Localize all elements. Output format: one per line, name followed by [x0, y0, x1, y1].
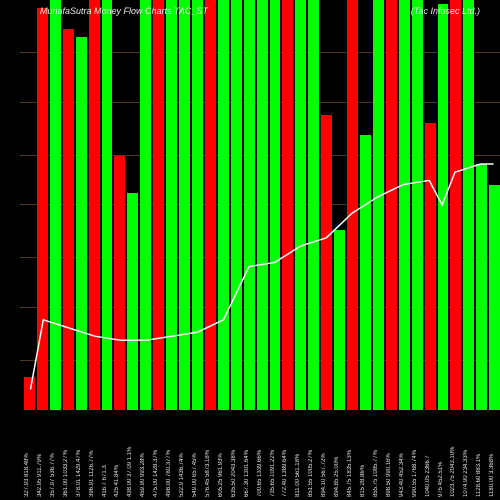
x-label: 438.00 37.09 1.1% — [127, 412, 138, 497]
x-label: 342.95 911.79% — [37, 412, 48, 497]
bar — [153, 0, 164, 410]
bar — [270, 0, 281, 410]
x-label: 522.9 1436.74% — [179, 412, 190, 497]
bar — [102, 0, 113, 410]
bar-container — [20, 0, 500, 410]
bar — [166, 0, 177, 410]
bar — [476, 164, 487, 410]
x-label: 894.85 25.00% — [334, 412, 345, 497]
bar — [308, 0, 319, 410]
bar — [360, 135, 371, 410]
x-label: 327.93 818.48% — [24, 412, 35, 497]
x-label: 815 28.86% — [360, 412, 371, 497]
bar — [127, 193, 138, 410]
bar — [450, 0, 461, 410]
bar — [114, 156, 125, 410]
bar — [425, 123, 436, 410]
bar — [489, 185, 500, 411]
x-label: 396.91 1126.77% — [89, 412, 100, 497]
bar — [373, 0, 384, 410]
title-right: (Tac Infosec Ltd.) — [411, 6, 480, 16]
bar — [244, 0, 255, 410]
bar — [140, 0, 151, 410]
title-left: MunafaSutra Money Flow Charts TAC_ST — [40, 6, 208, 16]
bar — [179, 0, 190, 410]
x-label: 811.00 561.18% — [295, 412, 306, 497]
x-label: 1040.05 2366.7 — [425, 412, 436, 497]
x-label: 735.65 1091.22% — [270, 412, 281, 497]
bar — [218, 0, 229, 410]
bar — [438, 4, 449, 410]
bar — [192, 0, 203, 410]
x-label: 855.75 1085.77% — [373, 412, 384, 497]
x-label: 605.25 961.93% — [218, 412, 229, 497]
bar — [205, 0, 216, 410]
x-label: 361.00 1033.27% — [63, 412, 74, 497]
x-label: 416.7 671.3 — [102, 412, 113, 497]
x-label: 475.00 1428.37% — [153, 412, 164, 497]
chart-title: MunafaSutra Money Flow Charts TAC_ST (Ta… — [0, 6, 500, 16]
bar — [463, 0, 474, 410]
x-label: 498.00 780.377% — [166, 412, 177, 497]
x-label: 549.00 657.45% — [192, 412, 203, 497]
bar — [257, 0, 268, 410]
bar — [37, 8, 48, 410]
bar — [63, 29, 74, 410]
x-label: 576.45 5873.18% — [205, 412, 216, 497]
x-label: 425 41.84% — [114, 412, 125, 497]
bar — [282, 0, 293, 410]
x-label: 894.10 567.72% — [321, 412, 332, 497]
bar — [386, 0, 397, 410]
x-label: 1023.75 2043.10% — [450, 412, 461, 497]
x-axis-labels: 327.93 818.48%342.95 911.79%357.97 536.7… — [24, 412, 500, 497]
bar — [334, 230, 345, 410]
x-label: 772.40 1389.64% — [282, 412, 293, 497]
x-label: 1074.90 234.33% — [463, 412, 474, 497]
bar — [412, 0, 423, 410]
x-label: 990.55 1768.74% — [412, 412, 423, 497]
x-label: 667.30 1301.64% — [244, 412, 255, 497]
x-label: 635.50 2043.38% — [231, 412, 242, 497]
x-label: 898.50 990.16% — [386, 412, 397, 497]
x-label: 378.01 1429.47% — [76, 412, 87, 497]
x-label: 1128.60 883.1% — [476, 412, 487, 497]
x-label: 700.65 1339.66% — [257, 412, 268, 497]
bar — [76, 37, 87, 410]
bar — [231, 0, 242, 410]
x-label: 357.97 536.77% — [50, 412, 61, 497]
bar — [89, 0, 100, 410]
x-label: 975 452.51% — [438, 412, 449, 497]
x-label: 851.55 1005.27% — [308, 412, 319, 497]
bar — [399, 0, 410, 410]
x-label: 845.75 1835.13% — [347, 412, 358, 497]
bar — [24, 377, 35, 410]
bar — [321, 115, 332, 410]
bar — [295, 0, 306, 410]
x-label: 943.40 452.34% — [399, 412, 410, 497]
chart-area — [20, 0, 500, 410]
x-label: 1180.00 3.368% — [489, 412, 500, 497]
x-label: 459.90 993.28% — [140, 412, 151, 497]
bar — [347, 0, 358, 410]
bar — [50, 0, 61, 410]
